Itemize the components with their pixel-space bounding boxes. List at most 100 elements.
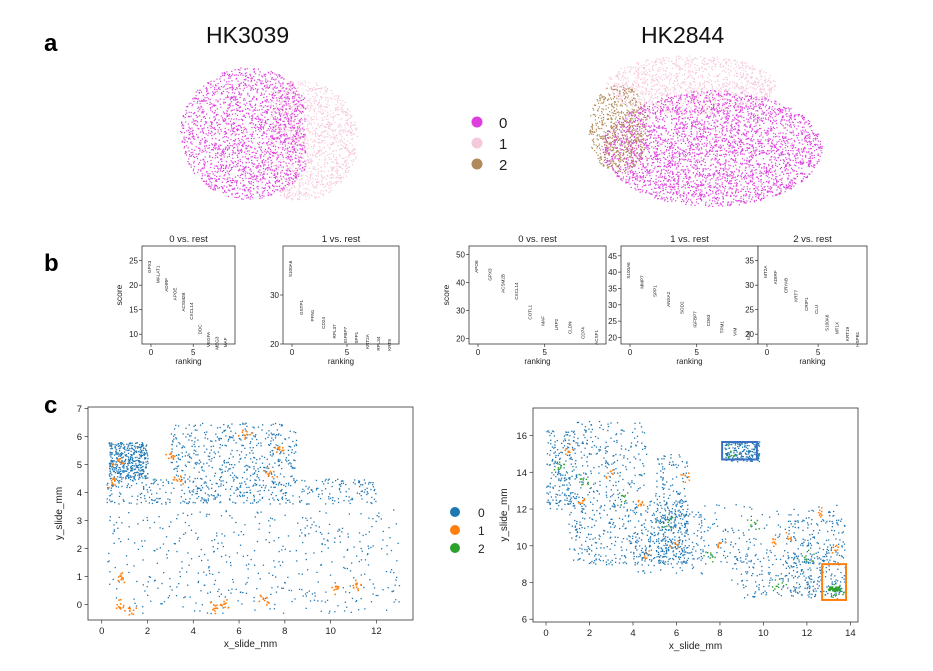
gene-label-gpx3: GPX3 [147,260,152,273]
y-tick-label: 4 [77,488,82,499]
y-tick-label: 25 [129,257,138,266]
gene-label-pfn1: PFN1 [310,309,315,321]
y-tick-label: 15 [129,306,138,315]
umap-hk2844-cluster-0 [602,90,823,207]
gene-label-cxcl14: CXCL14 [514,282,519,300]
spatial-legend-label-0: 0 [478,506,485,520]
x-tick-label: 12 [371,626,382,637]
y-tick-label: 5 [77,460,82,471]
gene-label-vim: VIM [733,328,738,336]
spatial-hk3039-cluster-1 [108,429,362,616]
y-tick-label: 20 [129,281,138,290]
umap-legend-label-1: 1 [499,136,507,153]
x-tick-label: 5 [191,348,196,357]
x-axis-label: x_slide_mm [224,639,277,650]
spatial-hk2844-cluster-1 [564,443,839,559]
gene-label-sod2: SOD2 [679,301,684,314]
gene-label-malat1: MALAT1 [155,265,160,283]
x-tick-label: 2 [587,628,592,639]
gene-label-s100a6: S100A6 [824,314,829,331]
y-tick-label: 10 [516,541,527,552]
gene-label-cotl1: COTL1 [527,304,532,319]
gene-label-acsf1: ACSF1 [594,330,599,345]
rank-plot-frame [620,245,759,345]
gene-label-maf: MAF [223,337,228,347]
gene-label-anxa2: ANXA2 [666,291,671,307]
x-axis-label: ranking [328,357,354,366]
y-tick-label: 2 [77,544,82,555]
x-tick-label: 5 [345,348,350,357]
gene-label-mt2a: MT2A [763,265,768,278]
y-axis-label: score [441,284,451,305]
umap-legend-label-0: 0 [499,115,507,132]
y-tick-label: 3 [77,516,82,527]
gene-label-apoe: APOE [474,260,479,273]
roi-box-1 [821,563,848,601]
spatial-hk2844-cluster-2-dense [828,586,841,592]
gene-label-cd24: CD24 [321,317,326,329]
rank-plot-frame [282,245,400,345]
y-tick-label: 14 [516,468,527,479]
gene-label-vegfa: VEGFA [206,331,211,347]
spatial-legend-marker-2 [450,543,460,553]
y-tick-label: 20 [608,333,617,342]
x-tick-label: 10 [325,626,336,637]
sample-title-hk2844: HK2844 [641,22,725,48]
y-tick-label: 6 [77,432,82,443]
gene-label-hspb1: HSPB1 [855,331,860,347]
umap-hk3039-cluster-0 [180,67,307,200]
x-tick-label: 5 [816,348,821,357]
gene-label-maf: MAF [541,316,546,326]
gene-label-rpl37: RPL37 [332,324,337,338]
y-tick-label: 25 [745,306,754,315]
gene-label-krt19: KRT19 [845,326,850,341]
y-tick-label: 25 [608,317,617,326]
rank-plot-title: 0 vs. rest [169,234,208,245]
x-tick-label: 2 [145,626,150,637]
x-tick-label: 6 [674,628,679,639]
gene-label-krt8: KRT8 [387,339,392,351]
gene-label-adirf: ADIRF [773,270,778,284]
y-tick-label: 50 [456,250,465,259]
rank-plot-title: 1 vs. rest [670,234,709,245]
spatial-hk2844: 0 2 4 6 8 10 12 14 6 8 10 12 14 16 x_slide_mm y_slide_m… [499,407,859,652]
y-tick-label: 45 [608,252,617,261]
gene-label-rpl34: RPL34 [376,336,381,350]
umap-legend-marker-0 [471,116,483,128]
x-tick-label: 4 [191,626,196,637]
gene-label-mt1x: MT1X [835,322,840,334]
x-tick-label: 10 [758,628,769,639]
umap-hk3039-cluster-1 [270,80,359,201]
y-axis-label: score [114,284,124,305]
rank-plot-frame [141,245,236,345]
rank-plot-title: 2 vs. rest [793,234,832,245]
spatial-legend-label-1: 1 [478,524,485,538]
gene-label-spp1: SPP1 [653,285,658,297]
y-tick-label: 35 [608,284,617,293]
rank-plot-frame [757,245,868,345]
x-tick-label: 0 [765,348,770,357]
panel-label-c: c [44,392,58,419]
y-tick-label: 20 [745,330,754,339]
x-axis-label: ranking [524,357,550,366]
x-tick-label: 12 [802,628,813,639]
x-tick-label: 5 [542,348,547,357]
x-tick-label: 4 [630,628,635,639]
y-tick-label: 30 [745,281,754,290]
gene-label-mmp7: MMP7 [639,275,644,289]
x-tick-label: 6 [236,626,241,637]
gene-label-krt7: KRT7 [794,290,799,302]
gene-label-s100a6: S100A6 [288,260,293,277]
y-axis-label: y_slide_mm [54,487,65,540]
y-tick-label: 30 [456,306,465,315]
x-axis-label: ranking [175,357,201,366]
umap-legend-marker-1 [471,137,483,149]
gene-label-igfbp7: IGFBP7 [693,311,698,328]
